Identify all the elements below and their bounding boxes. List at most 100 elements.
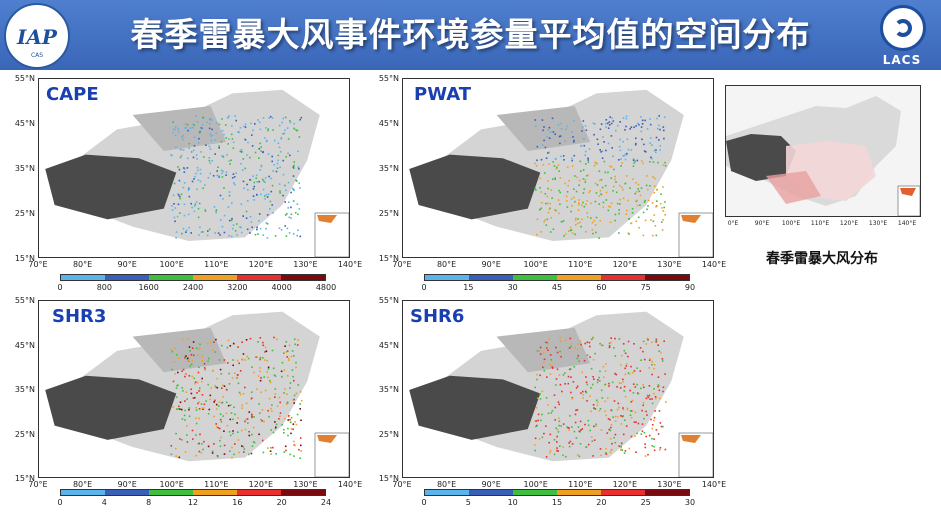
lon-tick: 110°E <box>568 480 593 489</box>
side-lon-tick: 0°E <box>727 220 739 227</box>
colorbar-tick: 3200 <box>227 283 248 292</box>
lat-tick: 35°N <box>378 164 399 173</box>
colorbar-segment <box>281 490 325 495</box>
lon-tick: 80°E <box>72 480 93 489</box>
lon-tick: 100°E <box>523 480 548 489</box>
colorbar-segment <box>557 275 601 280</box>
lat-tick: 25°N <box>378 429 399 439</box>
map-shr6 <box>402 300 714 478</box>
lon-tick: 120°E <box>612 260 637 269</box>
colorbar-shr6 <box>424 489 690 496</box>
lat-tick: 25°N <box>14 209 35 218</box>
panel-label-shr3: SHR3 <box>52 306 107 327</box>
lat-tick: 55°N <box>14 74 35 83</box>
colorbar-cape <box>60 274 326 281</box>
swirl-icon <box>880 5 926 51</box>
colorbar-segment <box>469 490 513 495</box>
colorbar-segment <box>105 490 149 495</box>
colorbar-tick: 0 <box>57 283 63 292</box>
map-shr3 <box>38 300 350 478</box>
map-graphic <box>39 79 349 257</box>
lat-tick: 55°N <box>378 74 399 83</box>
lon-tick: 70°E <box>28 480 48 489</box>
lacs-logo: LACS <box>866 3 938 69</box>
colorbar-segment <box>105 275 149 280</box>
colorbar-segment <box>193 275 237 280</box>
colorbar-segment <box>601 490 645 495</box>
map-graphic <box>403 79 713 257</box>
lat-tick: 55°N <box>378 296 399 305</box>
colorbar-segment <box>193 490 237 495</box>
colorbar-segment <box>237 275 281 280</box>
lon-tick: 110°E <box>204 480 229 489</box>
lon-tick: 90°E <box>481 480 501 489</box>
colorbar-tick: 2400 <box>182 283 204 292</box>
colorbar-tick: 60 <box>596 283 607 292</box>
map-cape <box>38 78 350 258</box>
colorbar-tick: 4 <box>101 498 107 507</box>
colorbar-tick: 15 <box>551 498 563 507</box>
colorbar-shr3 <box>60 489 326 496</box>
colorbar-tick: 30 <box>507 283 518 292</box>
colorbar-segment <box>469 275 513 280</box>
lon-tick: 140°E <box>337 260 363 269</box>
lat-tick: 15°N <box>14 474 35 483</box>
colorbar-segment <box>513 490 557 495</box>
colorbar-tick: 45 <box>551 283 563 292</box>
lon-tick: 130°E <box>657 260 682 269</box>
lat-tick: 45°N <box>378 340 399 350</box>
lon-tick: 100°E <box>159 480 184 489</box>
colorbar-segment <box>425 490 469 495</box>
colorbar-tick: 800 <box>96 283 112 292</box>
side-lon-tick: 90°E <box>754 220 770 227</box>
colorbar-tick: 0 <box>57 498 63 507</box>
colorbar-tick: 0 <box>421 498 427 507</box>
lat-tick: 15°N <box>378 254 399 263</box>
colorbar-tick: 24 <box>320 498 332 507</box>
colorbar-tick: 20 <box>596 498 607 507</box>
colorbar-pwat <box>424 274 690 281</box>
lon-tick: 130°E <box>293 480 318 489</box>
lon-tick: 140°E <box>701 480 727 489</box>
colorbar-tick: 25 <box>640 498 651 507</box>
lon-tick: 110°E <box>568 260 593 269</box>
lat-tick: 25°N <box>378 209 399 218</box>
side-lon-tick: 140°E <box>897 220 917 227</box>
iap-logo: IAP CAS <box>4 3 70 69</box>
iap-logo-ring-text: CAS <box>30 52 44 59</box>
title-banner: IAP CAS 春季雷暴大风事件环境参量平均值的空间分布 LACS <box>0 0 941 70</box>
lon-tick: 90°E <box>117 480 137 489</box>
lon-tick: 120°E <box>248 480 273 489</box>
side-map-thunderstorm-wind <box>725 85 921 217</box>
lon-tick: 70°E <box>28 260 48 269</box>
map-graphic <box>403 301 713 477</box>
colorbar-segment <box>557 490 601 495</box>
lon-tick: 130°E <box>657 480 682 489</box>
lacs-logo-text: LACS <box>882 53 922 67</box>
colorbar-segment <box>61 490 105 495</box>
lon-tick: 120°E <box>612 480 637 489</box>
panel-label-cape: CAPE <box>46 84 99 105</box>
panel-label-shr6: SHR6 <box>410 306 465 327</box>
lon-tick: 140°E <box>337 480 363 489</box>
lat-tick: 45°N <box>378 119 399 128</box>
side-caption: 春季雷暴大风分布 <box>766 251 878 267</box>
colorbar-tick: 90 <box>684 283 696 292</box>
colorbar-tick: 15 <box>463 283 474 292</box>
colorbar-tick: 4000 <box>271 283 292 292</box>
colorbar-tick: 5 <box>465 498 471 507</box>
side-map-graphic <box>726 86 920 216</box>
lon-tick: 140°E <box>701 260 727 269</box>
colorbar-segment <box>281 275 325 280</box>
side-lon-tick: 110°E <box>810 220 830 227</box>
colorbar-tick: 4800 <box>315 283 337 292</box>
colorbar-segment <box>237 490 281 495</box>
colorbar-tick: 30 <box>684 498 696 507</box>
colorbar-tick: 16 <box>232 498 243 507</box>
lon-tick: 80°E <box>436 260 457 269</box>
colorbar-segment <box>645 275 689 280</box>
lon-tick: 70°E <box>392 260 412 269</box>
lon-tick: 90°E <box>481 260 501 269</box>
colorbar-segment <box>425 275 469 280</box>
iap-logo-text: IAP <box>17 25 57 49</box>
